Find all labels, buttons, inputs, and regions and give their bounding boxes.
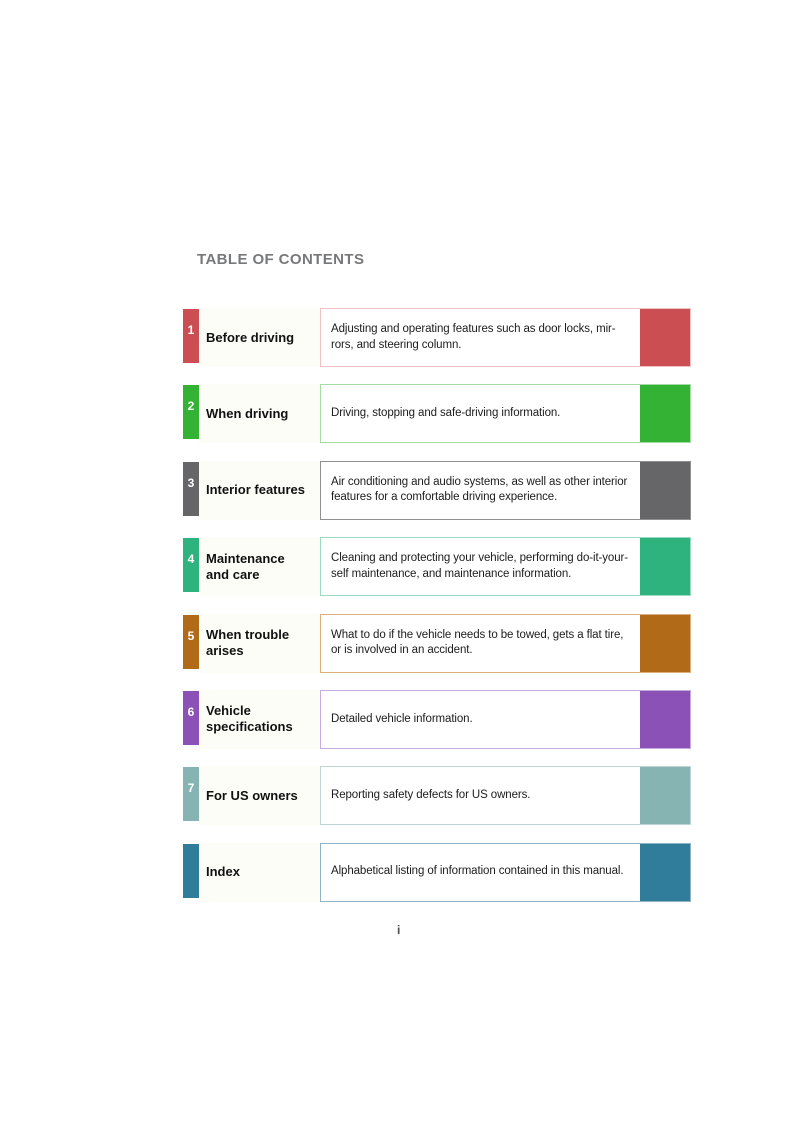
section-description-box: Reporting safety defects for US owners.	[320, 766, 691, 826]
page-title: TABLE OF CONTENTS	[197, 251, 365, 268]
section-color-block	[640, 767, 690, 825]
section-number-tab: 4	[183, 538, 199, 593]
section-description-box: Detailed vehicle information.	[320, 689, 691, 749]
section-description: Reporting safety defects for US owners.	[331, 789, 531, 802]
page-number: i	[397, 923, 401, 937]
section-description-box: Air conditioning and audio systems, as w…	[320, 460, 691, 520]
section-description: Adjusting and operating features such as…	[331, 323, 616, 351]
section-description: Alphabetical listing of information cont…	[331, 865, 624, 878]
section-label: Maintenance and care	[206, 550, 285, 582]
section-color-block	[640, 461, 690, 519]
section-color-block	[640, 538, 690, 596]
section-number-tab	[183, 843, 199, 898]
toc-row-index: Index Alphabetical listing of informatio…	[183, 842, 691, 902]
section-color-block	[640, 385, 690, 443]
section-color-block	[640, 309, 690, 366]
section-label-cell: Interior features	[199, 460, 320, 520]
section-number: 5	[187, 628, 195, 643]
section-label-cell: When trouble arises	[199, 613, 320, 673]
section-number: 1	[187, 323, 195, 337]
toc-row-maintenance-and-care: 4 Maintenance and care Cleaning and prot…	[183, 537, 691, 597]
section-label: When trouble arises	[206, 627, 290, 659]
section-label-cell: Before driving	[199, 308, 320, 367]
section-label-cell: Index	[199, 842, 320, 902]
section-description-box: Alphabetical listing of information cont…	[320, 842, 691, 902]
section-description-box: Adjusting and operating features such as…	[320, 308, 691, 367]
section-color-block	[640, 843, 690, 901]
section-color-block	[640, 690, 690, 748]
section-number-tab: 7	[183, 767, 199, 822]
section-label: Index	[206, 864, 240, 880]
toc-row-when-driving: 2 When driving Driving, stopping and saf…	[183, 384, 691, 444]
section-number: 6	[187, 704, 195, 719]
section-description: Air conditioning and audio systems, as w…	[331, 475, 628, 504]
toc-row-before-driving: 1 Before driving Adjusting and operating…	[183, 308, 691, 367]
section-label-cell: For US owners	[199, 766, 320, 826]
toc-rows: 1 Before driving Adjusting and operating…	[183, 308, 691, 919]
section-number-tab: 2	[183, 385, 199, 440]
section-description: Driving, stopping and safe-driving infor…	[331, 407, 561, 420]
section-number-tab: 6	[183, 690, 199, 745]
section-label-cell: When driving	[199, 384, 320, 444]
section-number-tab: 5	[183, 614, 199, 669]
section-description-box: What to do if the vehicle needs to be to…	[320, 613, 691, 673]
section-description-box: Driving, stopping and safe-driving infor…	[320, 384, 691, 444]
section-number: 4	[187, 552, 195, 567]
section-label: When driving	[206, 405, 289, 421]
section-description: What to do if the vehicle needs to be to…	[331, 628, 624, 657]
section-label-cell: Maintenance and care	[199, 537, 320, 597]
section-number: 2	[187, 399, 195, 414]
section-number-tab: 1	[183, 309, 199, 363]
section-description-box: Cleaning and protecting your vehicle, pe…	[320, 537, 691, 597]
section-description: Cleaning and protecting your vehicle, pe…	[331, 552, 628, 580]
section-label: Before driving	[206, 329, 295, 345]
section-label: Vehicle specifications	[206, 703, 293, 735]
section-number: 3	[187, 475, 195, 490]
section-description: Detailed vehicle information.	[331, 712, 473, 725]
section-label: Interior features	[206, 482, 305, 498]
toc-row-vehicle-specifications: 6 Vehicle specifications Detailed vehicl…	[183, 689, 691, 749]
section-number: 7	[187, 781, 195, 796]
toc-row-for-us-owners: 7 For US owners Reporting safety defects…	[183, 766, 691, 826]
section-color-block	[640, 614, 690, 672]
section-label-cell: Vehicle specifications	[199, 689, 320, 749]
section-number-tab: 3	[183, 461, 199, 516]
section-label: For US owners	[206, 787, 298, 803]
toc-row-when-trouble-arises: 5 When trouble arises What to do if the …	[183, 613, 691, 673]
toc-row-interior-features: 3 Interior features Air conditioning and…	[183, 460, 691, 520]
